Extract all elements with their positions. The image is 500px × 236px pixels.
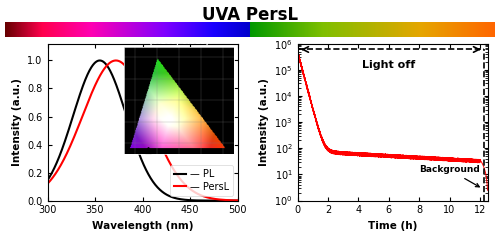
Text: Background: Background	[419, 165, 480, 187]
Text: UVA PersL: UVA PersL	[202, 6, 298, 24]
Y-axis label: Intensity (a.u.): Intensity (a.u.)	[258, 78, 268, 166]
PL	[158, 189, 164, 192]
X-axis label: Time (h): Time (h)	[368, 221, 417, 231]
PL	[135, 150, 141, 152]
Y-axis label: Intensity (a.u.): Intensity (a.u.)	[12, 78, 22, 166]
Line: PL: PL	[48, 60, 238, 201]
PersL	[113, 59, 119, 62]
PersL	[44, 182, 51, 185]
Line: PersL: PersL	[48, 60, 238, 200]
PL	[44, 179, 51, 182]
PersL	[234, 199, 240, 202]
PL	[200, 199, 206, 202]
PersL	[135, 87, 141, 90]
Legend: — PL, — PersL: — PL, — PersL	[170, 165, 232, 196]
PL	[136, 153, 142, 156]
PersL	[158, 143, 164, 146]
PersL	[230, 199, 236, 202]
PL	[230, 199, 236, 202]
PersL	[148, 118, 154, 121]
PersL	[200, 195, 206, 198]
X-axis label: Wavelength (nm): Wavelength (nm)	[92, 221, 193, 231]
PL	[96, 59, 102, 62]
PL	[148, 177, 154, 180]
PersL	[136, 90, 142, 93]
PL	[234, 199, 240, 202]
Text: Light off: Light off	[362, 60, 416, 70]
